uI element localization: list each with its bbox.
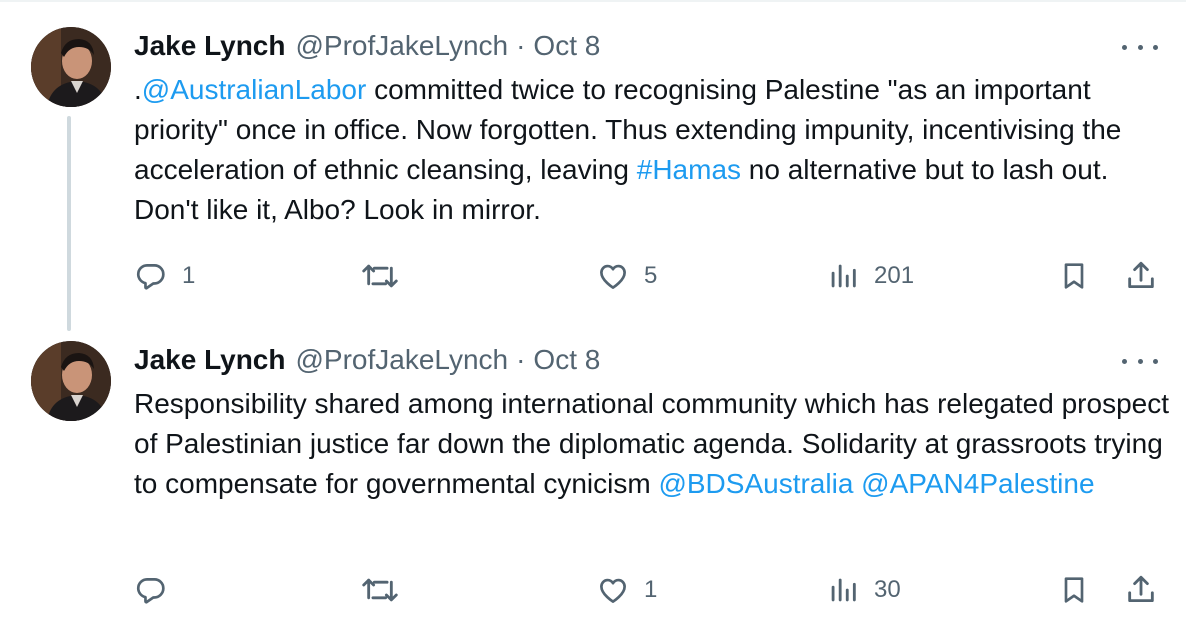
tweet-2[interactable]: Jake Lynch @ProfJakeLynch · Oct 8 Respon…	[0, 314, 1186, 630]
action-bar: 1 30	[0, 570, 1186, 610]
reply-count: 1	[182, 262, 196, 289]
author-name[interactable]: Jake Lynch	[134, 344, 286, 375]
like-icon	[600, 264, 626, 289]
share-icon	[1128, 575, 1154, 603]
like-count: 1	[644, 576, 658, 603]
more-icon[interactable]	[1122, 349, 1158, 373]
tweet-date[interactable]: Oct 8	[533, 344, 601, 375]
share-button[interactable]	[1124, 256, 1158, 296]
tweet-text: Responsibility shared among internationa…	[134, 384, 1174, 504]
views-icon	[831, 578, 856, 602]
avatar[interactable]	[31, 27, 111, 107]
mention-link[interactable]: @AustralianLabor	[141, 74, 367, 105]
bookmark-button[interactable]	[1058, 256, 1090, 296]
text-segment: no alternative but to lash out. Don't li…	[134, 154, 1109, 225]
author-handle[interactable]: @ProfJakeLynch	[295, 30, 509, 61]
text-segment: committed twice to recognising Palestine…	[134, 74, 1122, 185]
views-button[interactable]: 30	[826, 570, 901, 610]
reply-icon	[136, 578, 165, 604]
tweet-header: Jake Lynch @ProfJakeLynch · Oct 8	[134, 342, 600, 378]
author-handle[interactable]: @ProfJakeLynch	[295, 344, 509, 375]
header-separator: ·	[516, 344, 526, 375]
text-segment: .	[134, 74, 142, 105]
views-count: 201	[874, 262, 915, 289]
bookmark-icon	[1064, 263, 1084, 289]
tweet-text: .@AustralianLabor committed twice to rec…	[134, 70, 1174, 230]
tweet-date[interactable]: Oct 8	[533, 30, 601, 61]
hashtag-link[interactable]: #Hamas	[636, 154, 742, 185]
text-segment: Responsibility shared among internationa…	[134, 388, 1170, 499]
share-button[interactable]	[1124, 570, 1158, 610]
more-icon[interactable]	[1122, 35, 1158, 59]
views-button[interactable]: 201	[826, 256, 914, 296]
bookmark-button[interactable]	[1058, 570, 1090, 610]
mention-link[interactable]: @APAN4Palestine	[861, 468, 1095, 499]
views-count: 30	[874, 576, 901, 603]
like-button[interactable]: 5	[596, 256, 657, 296]
like-icon	[600, 578, 626, 603]
mention-link[interactable]: @BDSAustralia	[658, 468, 854, 499]
reply-icon	[136, 264, 165, 290]
avatar-photo-icon	[31, 341, 111, 421]
header-separator: ·	[516, 30, 526, 61]
repost-button[interactable]	[360, 570, 414, 610]
avatar[interactable]	[31, 341, 111, 421]
avatar-photo-icon	[31, 27, 111, 107]
thread-connector-line	[67, 116, 71, 331]
like-count: 5	[644, 262, 658, 289]
share-icon	[1128, 261, 1154, 289]
author-name[interactable]: Jake Lynch	[134, 30, 286, 61]
bookmark-icon	[1064, 577, 1084, 603]
tweet-1[interactable]: Jake Lynch @ProfJakeLynch · Oct 8 .@Aust…	[0, 0, 1186, 331]
reply-button[interactable]	[134, 570, 182, 610]
text-segment	[853, 468, 861, 499]
repost-icon	[362, 264, 398, 288]
action-bar: 1 5 201	[0, 256, 1186, 296]
reply-button[interactable]: 1	[134, 256, 195, 296]
repost-button[interactable]	[360, 256, 414, 296]
like-button[interactable]: 1	[596, 570, 657, 610]
views-icon	[831, 264, 856, 288]
repost-icon	[362, 578, 398, 602]
top-divider	[0, 0, 1186, 2]
tweet-header: Jake Lynch @ProfJakeLynch · Oct 8	[134, 28, 600, 64]
